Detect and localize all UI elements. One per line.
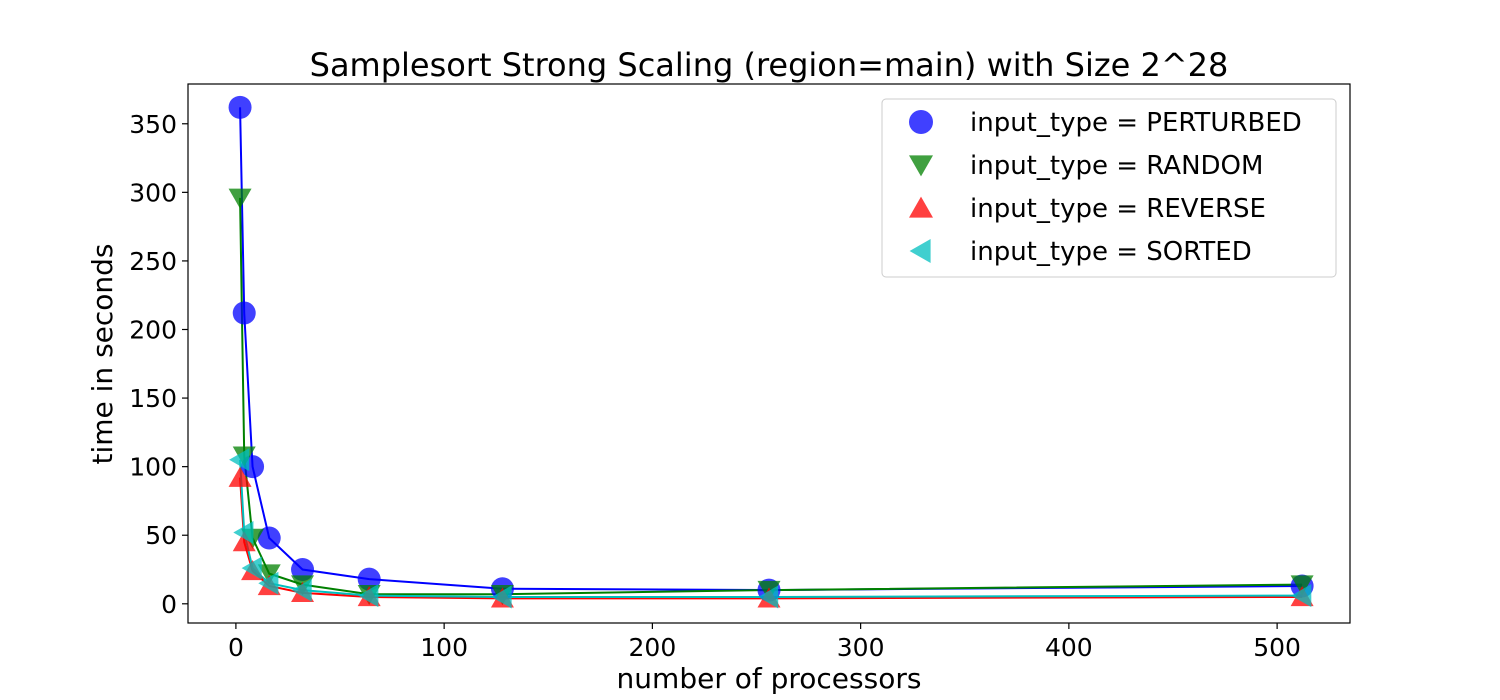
legend-marker-3 bbox=[909, 239, 931, 263]
data-point-0 bbox=[291, 558, 315, 582]
x-tick-label: 400 bbox=[1045, 633, 1093, 662]
data-point-2 bbox=[232, 531, 256, 552]
data-point-3 bbox=[258, 571, 279, 595]
x-tick-label: 500 bbox=[1253, 633, 1301, 662]
legend-label-0: input_type = PERTURBED bbox=[970, 108, 1302, 138]
data-point-3 bbox=[291, 578, 312, 602]
chart-title: Samplesort Strong Scaling (region=main) … bbox=[310, 46, 1229, 84]
x-tick-label: 200 bbox=[629, 633, 677, 662]
data-point-1 bbox=[228, 188, 252, 209]
y-tick-label: 150 bbox=[129, 384, 177, 413]
plot-area bbox=[187, 83, 1351, 624]
legend-marker-1 bbox=[909, 155, 933, 177]
data-point-3 bbox=[1291, 584, 1312, 608]
series-line-3 bbox=[239, 459, 1303, 598]
data-point-3 bbox=[233, 520, 254, 544]
data-point-0 bbox=[257, 526, 281, 550]
y-axis: 0 50 100 150 200 250 300 350 bbox=[129, 110, 188, 619]
data-point-3 bbox=[229, 448, 250, 472]
legend-marker-0 bbox=[909, 110, 933, 134]
x-axis-label: number of processors bbox=[617, 662, 922, 695]
data-point-1 bbox=[1290, 575, 1314, 596]
y-tick-label: 300 bbox=[129, 178, 177, 207]
legend-marker-2 bbox=[909, 196, 933, 218]
x-tick-label: 100 bbox=[420, 633, 468, 662]
legend-label-2: input_type = REVERSE bbox=[970, 194, 1266, 224]
legend-label-1: input_type = RANDOM bbox=[970, 151, 1263, 181]
legend: input_type = PERTURBED input_type = RANDO… bbox=[881, 98, 1337, 278]
data-point-3 bbox=[241, 556, 262, 580]
data-point-3 bbox=[758, 585, 779, 609]
y-tick-label: 200 bbox=[129, 315, 177, 344]
y-tick-label: 0 bbox=[161, 590, 177, 619]
legend-box bbox=[881, 98, 1337, 278]
x-axis: 0 100 200 300 400 500 bbox=[228, 623, 1301, 662]
x-tick-label: 300 bbox=[837, 633, 885, 662]
y-tick-label: 50 bbox=[145, 521, 177, 550]
data-point-2 bbox=[228, 466, 252, 487]
data-point-0 bbox=[228, 95, 252, 119]
y-axis-label: time in seconds bbox=[86, 243, 119, 464]
y-tick-label: 250 bbox=[129, 247, 177, 276]
x-tick-label: 0 bbox=[228, 633, 244, 662]
data-point-0 bbox=[232, 301, 256, 325]
data-point-1 bbox=[257, 564, 281, 585]
y-tick-label: 100 bbox=[129, 453, 177, 482]
legend-label-3: input_type = SORTED bbox=[970, 237, 1252, 267]
data-point-3 bbox=[491, 585, 512, 609]
data-point-0 bbox=[357, 567, 381, 591]
data-point-3 bbox=[358, 584, 379, 608]
y-tick-label: 350 bbox=[129, 110, 177, 139]
series-markers bbox=[228, 95, 1314, 609]
